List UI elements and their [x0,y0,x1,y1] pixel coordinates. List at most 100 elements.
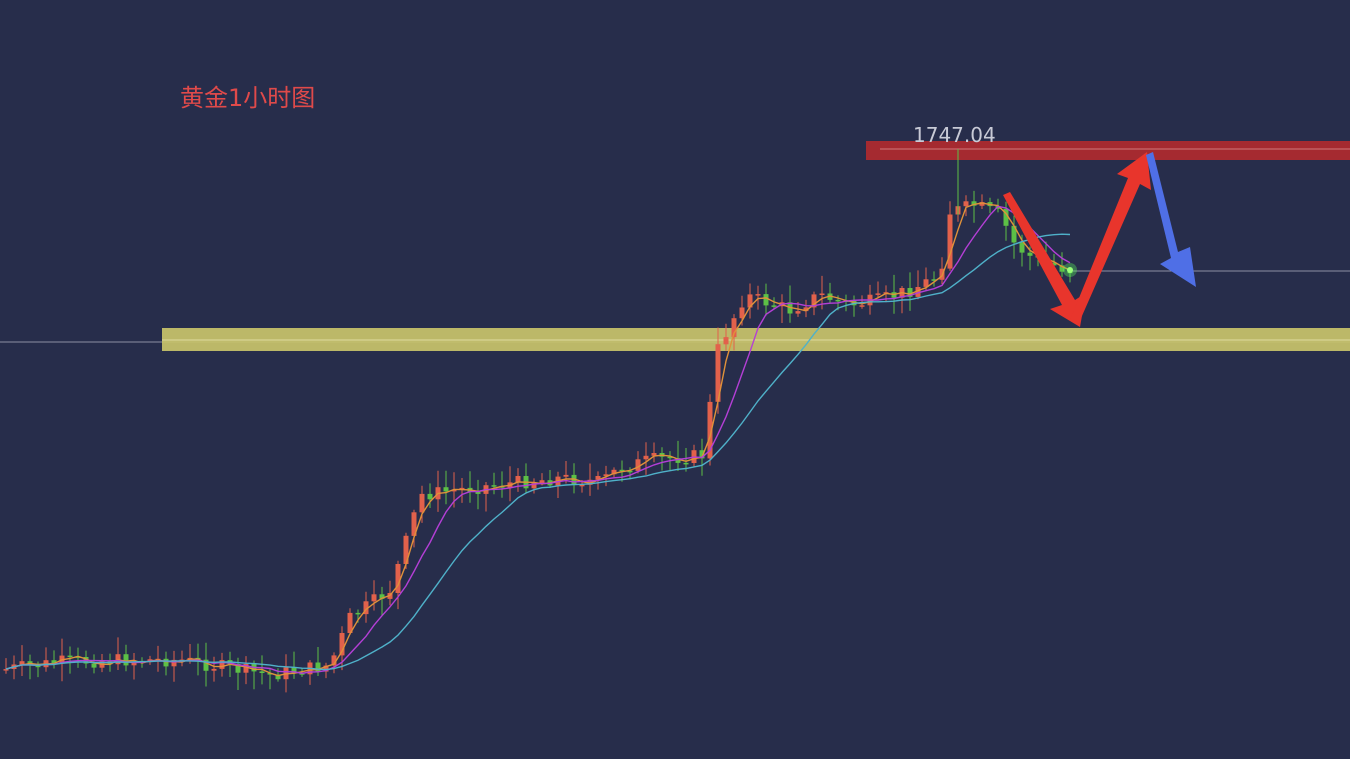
arrow-down-red [1003,192,1086,327]
price-zones [162,141,1350,351]
candle-body [315,662,321,672]
candle-body [907,288,913,297]
candle-body [1019,242,1025,253]
candle-body [475,492,481,494]
candle-body [619,469,625,472]
candle-body [419,493,425,513]
candle-body [491,485,497,487]
candle-body [171,659,177,667]
candle-body [1003,208,1009,226]
candle-body [811,294,817,308]
candle-body [963,201,969,207]
candle-body [683,462,689,465]
moving-averages [5,202,1077,677]
candle-body [595,476,601,480]
candle-body [323,665,329,672]
candle-body [235,664,241,673]
candle-body [379,594,385,599]
candle-body [715,344,721,402]
candle-body [731,318,737,338]
high-price-label: 1747.04 [913,123,996,147]
candle-body [459,487,465,490]
candle-body [835,299,841,302]
candlesticks [3,149,1073,693]
candle-body [643,455,649,460]
candle-body [275,674,281,680]
candle-body [219,660,225,669]
arrow-up-red [1070,152,1151,325]
candle-body [723,337,729,345]
candle-body [587,479,593,485]
candle-body [635,459,641,471]
candle-body [339,633,345,656]
candle-body [67,655,73,658]
candle-body [571,474,577,486]
candle-body [979,202,985,206]
candle-body [923,279,929,287]
candle-body [443,487,449,492]
chart-title: 黄金1小时图 [180,84,315,112]
candle-body [531,483,537,489]
candle-body [971,201,977,206]
candle-body [259,671,265,673]
candle-body [627,470,633,473]
candle-body [1011,225,1017,243]
candle-body [651,453,657,456]
candle-body [123,654,129,666]
trend-arrows [1003,152,1196,327]
candle-body [51,660,57,664]
candle-body [291,667,297,674]
candle-body [163,658,169,667]
candle-body [667,456,673,459]
candle-body [739,307,745,319]
candle-body [747,294,753,308]
candle-body [1051,262,1057,266]
candle-body [947,214,953,269]
candle-body [915,287,921,297]
candle-body [579,484,585,487]
candle-body [755,294,761,296]
candle-body [91,663,97,668]
candle-body [603,474,609,476]
candle-body [331,655,337,666]
candle-body [771,305,777,307]
candle-body [819,293,825,295]
candle-body [403,535,409,564]
candle-body [1059,265,1065,272]
candle-body [707,401,713,459]
candle-body [3,669,9,671]
candle-body [875,293,881,295]
candle-body [131,661,137,666]
candle-body [203,659,209,671]
candle-body [243,663,249,673]
candle-body [699,450,705,459]
candle-body [355,612,361,615]
candle-body [411,512,417,536]
candle-body [75,656,81,658]
resistance-zone [866,141,1350,160]
candle-body [451,489,457,492]
arrow-down-blue [1146,152,1196,287]
ma-slow-line [5,233,1071,671]
candle-body [19,661,25,665]
candle-body [763,294,769,306]
candle-body [371,594,377,602]
candle-body [347,612,353,633]
candle-body [859,305,865,307]
candle-body [563,474,569,477]
candle-body [795,311,801,314]
candle-body [363,601,369,615]
candle-body [515,476,521,483]
candle-body [803,307,809,312]
current-price-dot [1067,267,1073,273]
candle-body [211,668,217,671]
candle-body [611,469,617,475]
candle-body [395,564,401,593]
candle-body [539,480,545,484]
candle-body [427,493,433,500]
candle-body [675,458,681,463]
candle-body [931,279,937,281]
candle-body [1027,252,1033,256]
